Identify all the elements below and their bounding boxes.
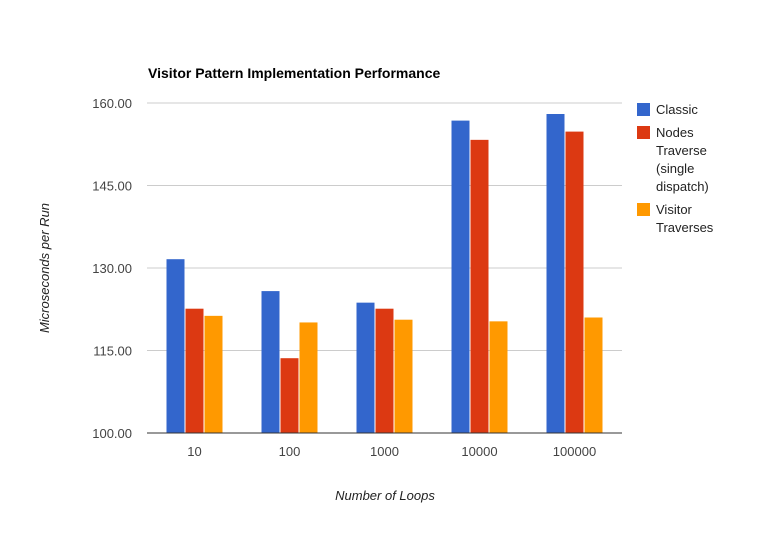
y-axis-ticks: 100.00 115.00 130.00 145.00 160.00 (92, 96, 132, 441)
bar-classic-100 (261, 291, 280, 433)
legend-label: Classic (656, 102, 698, 117)
legend-swatch (637, 203, 650, 216)
bar-nodes-traverse-single-dispatch-100 (280, 358, 299, 433)
bar-classic-10000 (451, 120, 470, 433)
legend: Classic Nodes Traverse (single dispatch) Visi… (637, 102, 714, 235)
bar-visitor-traverses-100000 (584, 317, 603, 433)
legend-item: Nodes Traverse (single dispatch) (637, 125, 709, 194)
y-tick-label: 115.00 (93, 344, 132, 359)
bar-visitor-traverses-100 (299, 322, 318, 433)
legend-label: Nodes Traverse (single dispatch) (656, 125, 709, 194)
x-tick-label: 100000 (553, 444, 596, 459)
bar-classic-1000 (356, 302, 375, 433)
x-tick-label: 100 (279, 444, 301, 459)
bar-classic-100000 (546, 114, 565, 433)
legend-swatch (637, 126, 650, 139)
legend-swatch (637, 103, 650, 116)
y-tick-label: 160.00 (92, 96, 132, 111)
y-tick-label: 130.00 (92, 261, 132, 276)
bar-visitor-traverses-1000 (394, 319, 413, 433)
bar-visitor-traverses-10000 (489, 321, 508, 433)
x-axis-ticks: 10 100 1000 10000 100000 (187, 444, 596, 459)
x-axis-label: Number of Loops (335, 488, 435, 503)
x-tick-label: 1000 (370, 444, 399, 459)
x-tick-label: 10000 (461, 444, 497, 459)
bar-nodes-traverse-single-dispatch-10 (185, 308, 204, 433)
bars (166, 114, 603, 433)
legend-item: Visitor Traverses (637, 202, 714, 235)
bar-classic-10 (166, 259, 185, 433)
bar-visitor-traverses-10 (204, 315, 223, 433)
legend-item: Classic (637, 102, 698, 117)
bar-nodes-traverse-single-dispatch-10000 (470, 139, 489, 433)
y-tick-label: 100.00 (92, 426, 132, 441)
x-tick-label: 10 (187, 444, 201, 459)
chart-title: Visitor Pattern Implementation Performan… (148, 65, 440, 81)
legend-label: Visitor Traverses (656, 202, 714, 235)
bar-nodes-traverse-single-dispatch-1000 (375, 308, 394, 433)
y-tick-label: 145.00 (92, 179, 132, 194)
bar-nodes-traverse-single-dispatch-100000 (565, 131, 584, 433)
gridlines (147, 102, 622, 351)
y-axis-label: Microseconds per Run (37, 203, 52, 333)
